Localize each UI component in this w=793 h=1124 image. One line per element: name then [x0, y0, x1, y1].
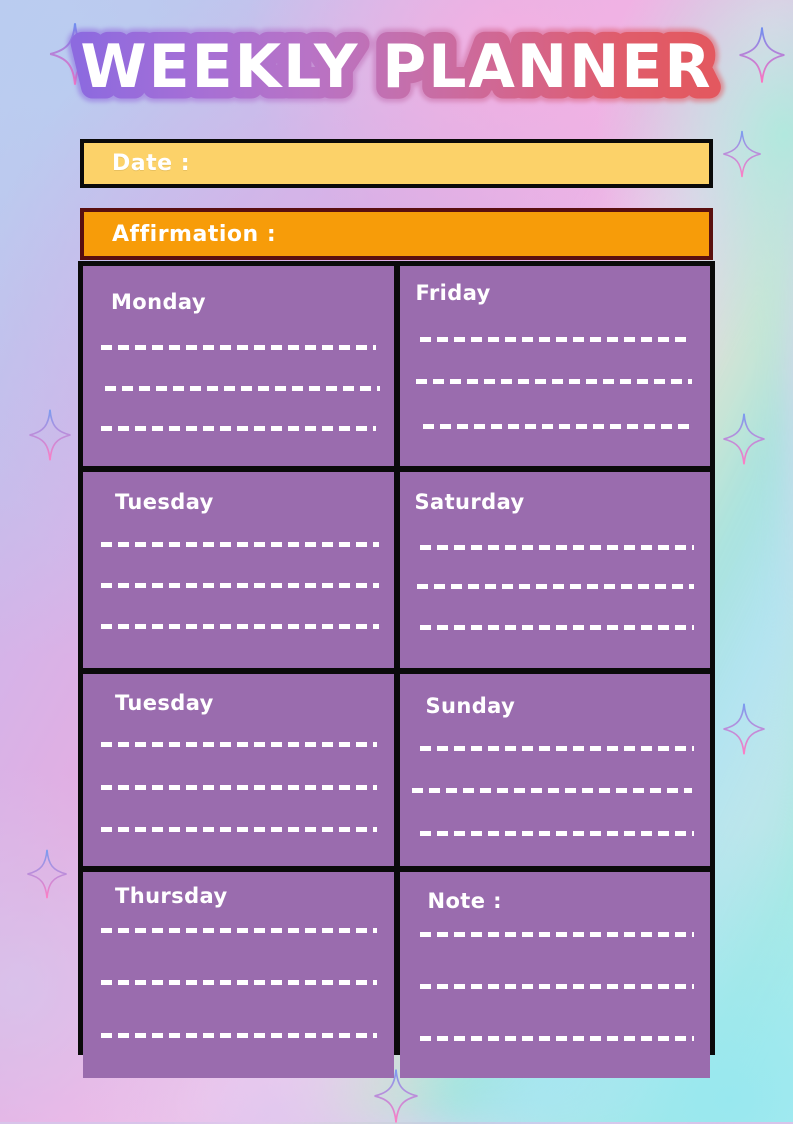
planner-cell-friday[interactable]: Friday	[399, 266, 710, 466]
writing-line[interactable]	[422, 424, 695, 429]
day-label: Friday	[415, 281, 491, 305]
writing-line[interactable]	[101, 542, 379, 547]
day-label: Tuesday	[115, 691, 214, 715]
date-field[interactable]: Date :	[80, 139, 713, 188]
day-label: Monday	[111, 290, 206, 314]
writing-line[interactable]	[101, 624, 379, 629]
writing-line[interactable]	[419, 984, 694, 989]
writing-line[interactable]	[419, 625, 694, 630]
writing-line[interactable]	[419, 337, 692, 342]
writing-line[interactable]	[101, 583, 379, 588]
writing-line[interactable]	[101, 426, 376, 431]
writing-line[interactable]	[105, 386, 380, 391]
writing-line[interactable]	[419, 831, 694, 836]
writing-line[interactable]	[101, 928, 377, 933]
planner-cell-saturday[interactable]: Saturday	[399, 472, 710, 668]
note-label: Note :	[427, 889, 502, 913]
planner-cell-monday[interactable]: Monday	[83, 266, 394, 466]
writing-line[interactable]	[416, 584, 694, 589]
page-title-fill: WEEKLY PLANNER	[80, 32, 712, 102]
writing-line[interactable]	[101, 1033, 377, 1038]
day-label: Sunday	[425, 694, 516, 718]
planner-cell-wednesday[interactable]: Tuesday	[83, 674, 394, 866]
affirmation-label: Affirmation :	[112, 221, 277, 247]
planner-cell-tuesday[interactable]: Tuesday	[83, 472, 394, 668]
writing-line[interactable]	[411, 788, 692, 793]
planner-cell-note[interactable]: Note :	[399, 872, 710, 1078]
writing-line[interactable]	[415, 379, 692, 384]
planner-cell-thursday[interactable]: Thursday	[83, 872, 394, 1078]
affirmation-field[interactable]: Affirmation :	[80, 208, 713, 260]
writing-line[interactable]	[419, 1036, 694, 1041]
page-title-halo: WEEKLY PLANNER	[80, 32, 712, 102]
date-label: Date :	[112, 151, 191, 176]
planner-cell-sunday[interactable]: Sunday	[399, 674, 710, 866]
writing-line[interactable]	[101, 742, 377, 747]
writing-line[interactable]	[101, 827, 377, 832]
planner-grid: Monday Friday Tuesday Saturday Tuesday	[78, 261, 715, 1078]
day-label: Thursday	[115, 884, 228, 908]
writing-line[interactable]	[419, 545, 694, 550]
writing-line[interactable]	[419, 746, 694, 751]
writing-line[interactable]	[101, 785, 377, 790]
page-title: WEEKLY PLANNER WEEKLY PLANNER WEEKLY PLA…	[65, 22, 725, 114]
writing-line[interactable]	[101, 980, 377, 985]
page-title-outline: WEEKLY PLANNER	[80, 32, 712, 102]
day-label: Tuesday	[115, 490, 214, 514]
writing-line[interactable]	[101, 345, 376, 350]
day-label: Saturday	[414, 490, 525, 514]
writing-line[interactable]	[419, 932, 694, 937]
